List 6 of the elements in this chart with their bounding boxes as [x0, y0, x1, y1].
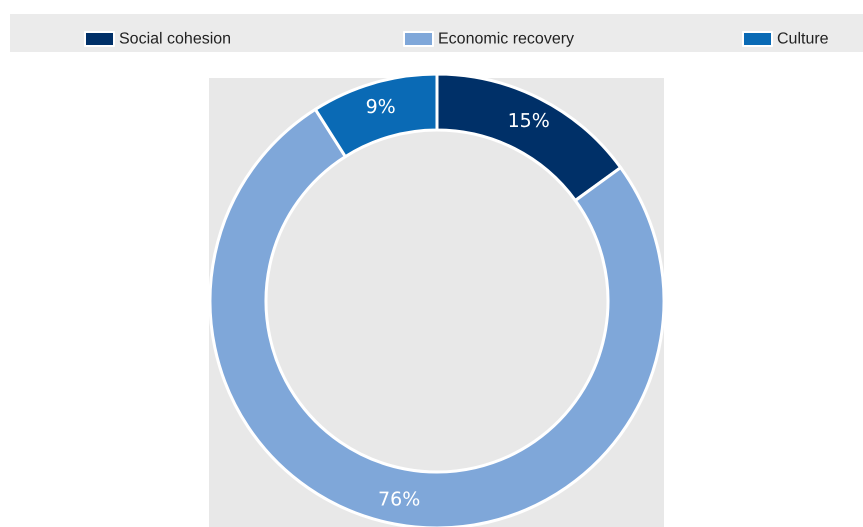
data-label: 76%: [378, 488, 420, 510]
legend-label: Culture: [777, 30, 829, 48]
legend-label: Economic recovery: [438, 30, 574, 48]
data-label: 9%: [366, 96, 396, 118]
data-label: 15%: [508, 110, 550, 132]
legend-label: Social cohesion: [119, 30, 232, 48]
